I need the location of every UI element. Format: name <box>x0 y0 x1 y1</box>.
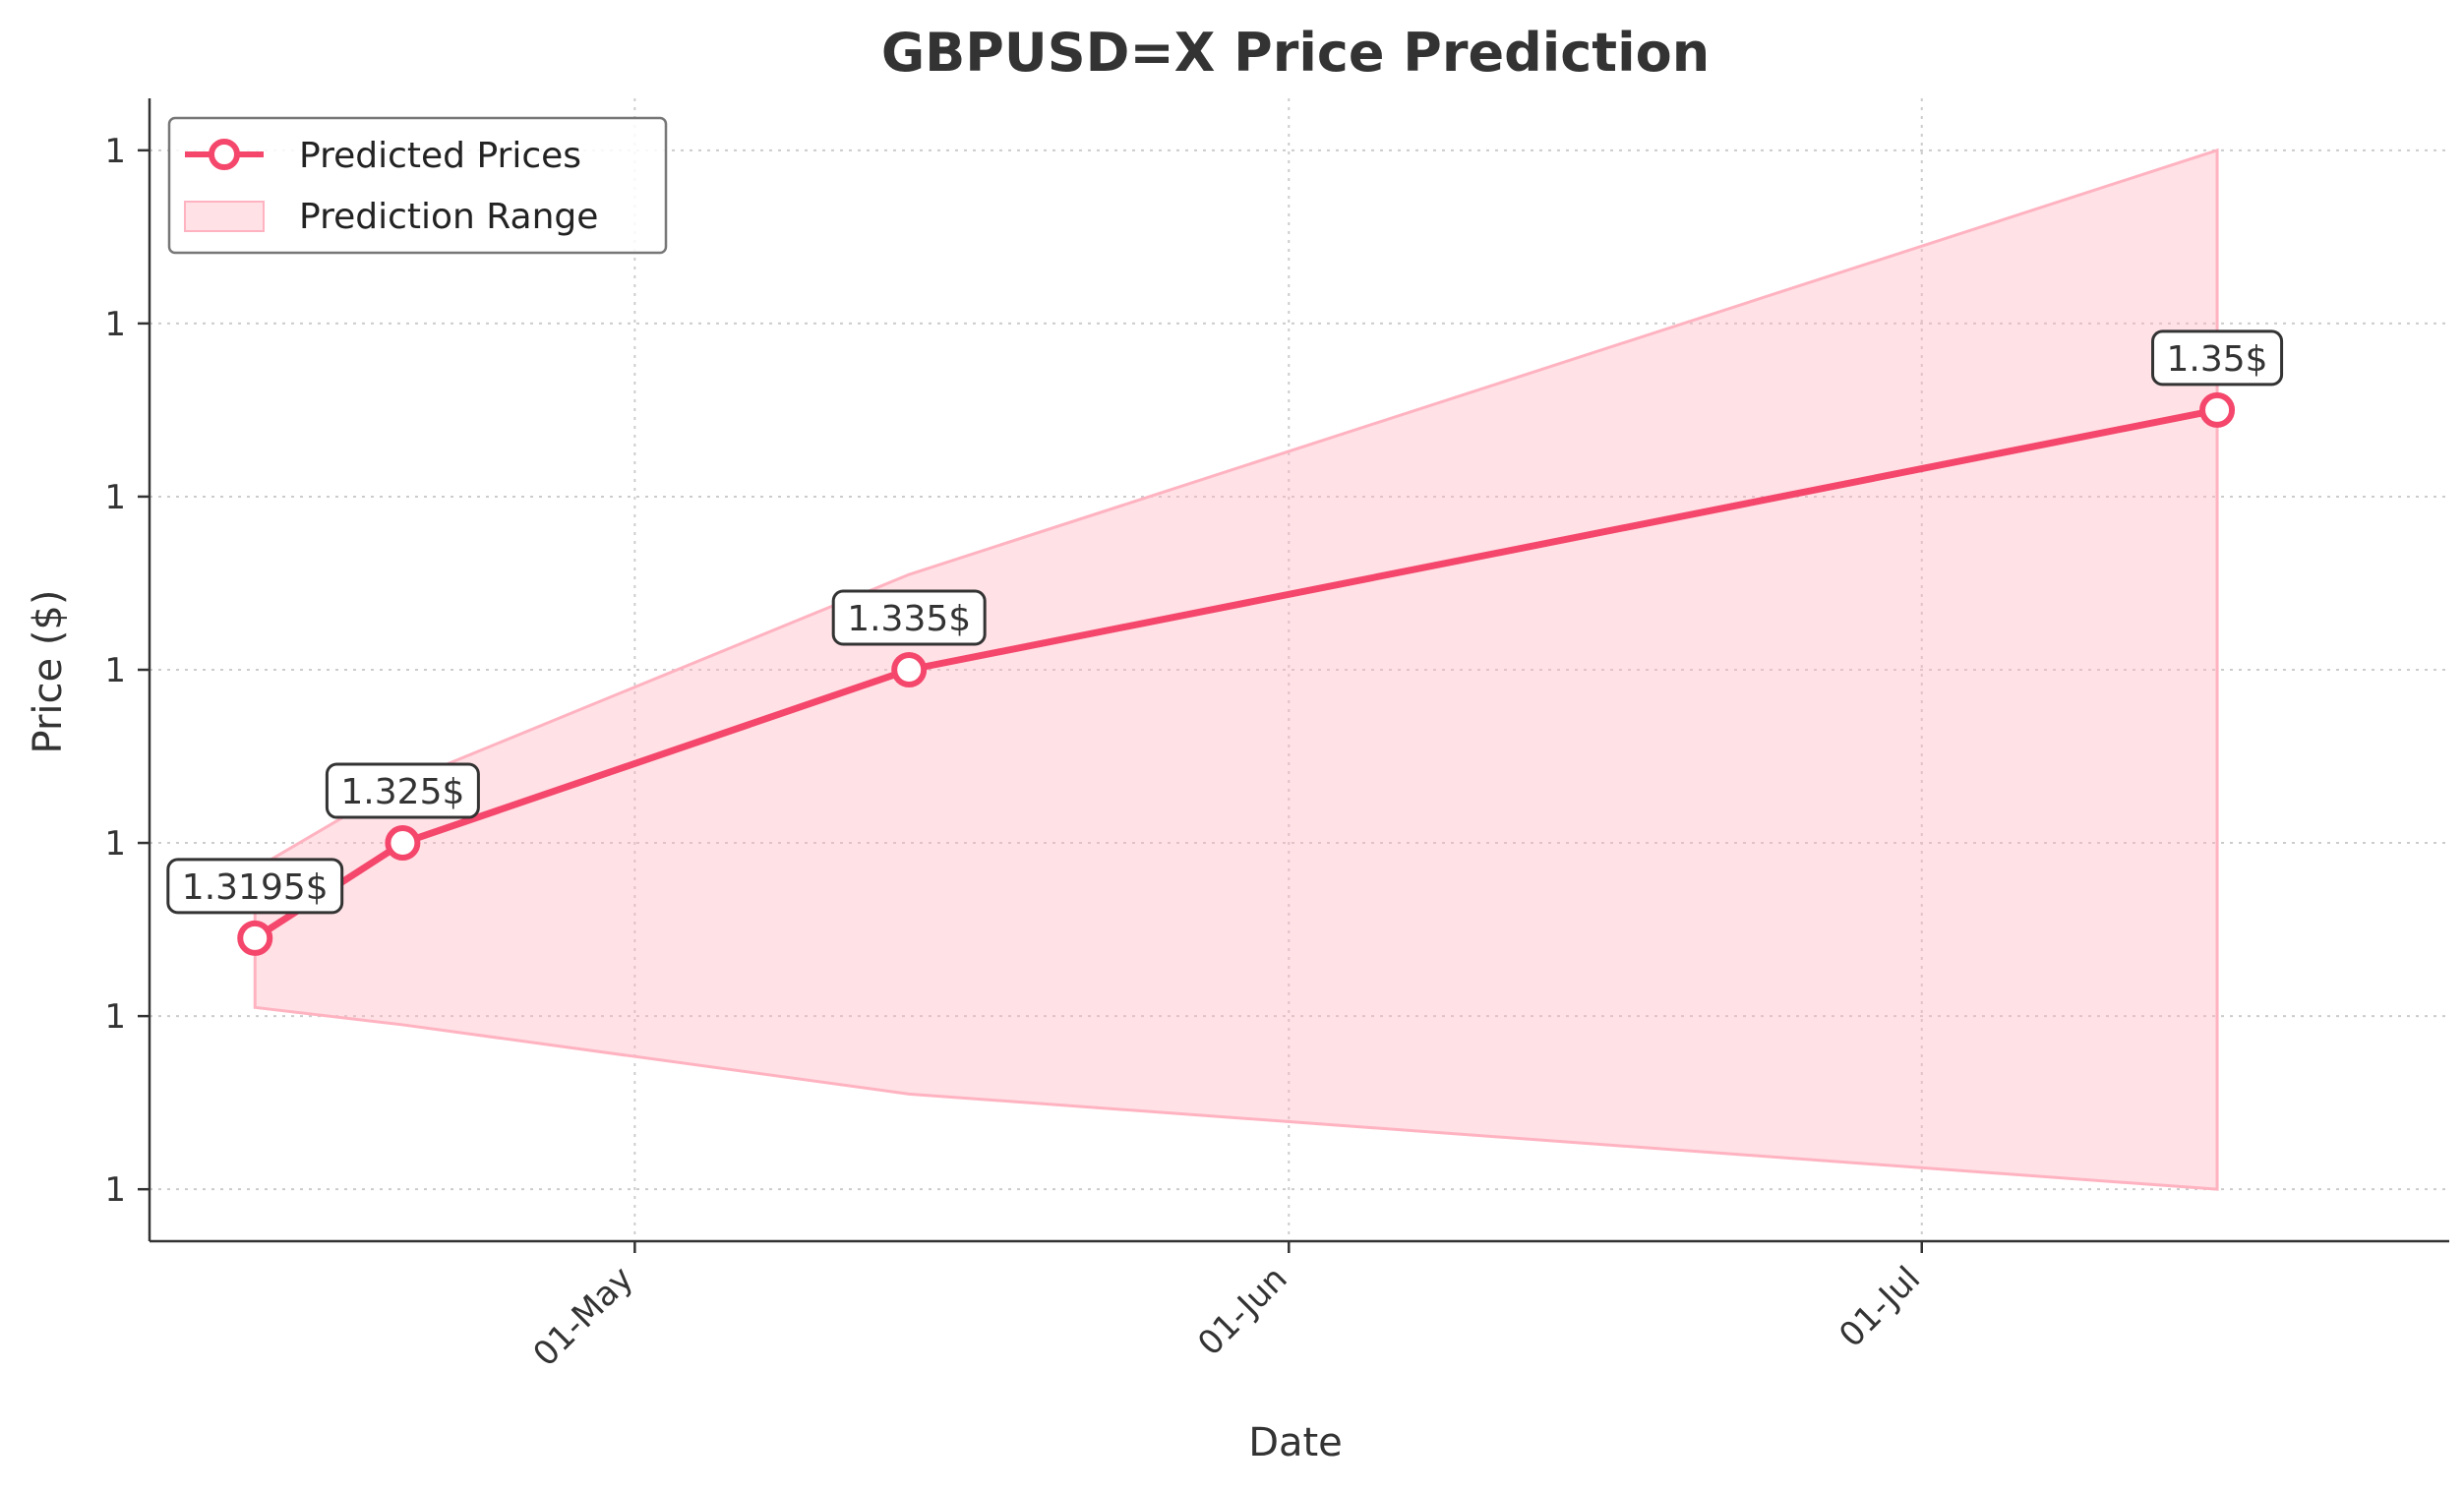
price-annotation-box <box>325 762 480 819</box>
y-tick-label: 1 <box>104 305 126 344</box>
predicted-price-point <box>2199 391 2236 428</box>
y-tick-label: 1 <box>104 824 126 864</box>
price-annotation-label: 1.3195$ <box>182 867 329 908</box>
price-annotation: 1.3195$ <box>166 858 344 915</box>
y-tick-label: 1 <box>104 132 126 171</box>
legend: Predicted Prices Prediction Range <box>167 116 668 255</box>
price-annotation-label: 1.335$ <box>847 599 971 639</box>
x-tick-label: 01-May <box>525 1259 640 1374</box>
y-tick-label: 1 <box>104 478 126 517</box>
legend-range-swatch <box>184 201 265 232</box>
prediction-range-band <box>253 148 2219 1191</box>
price-annotation: 1.325$ <box>325 762 480 819</box>
legend-label-predicted-prices: Predicted Prices <box>299 136 581 176</box>
y-tick-label: 1 <box>104 651 126 690</box>
legend-label-prediction-range: Prediction Range <box>299 197 598 237</box>
x-axis-label: Date <box>1248 1420 1343 1465</box>
prediction-range-area <box>253 148 2219 1191</box>
y-tick-label: 1 <box>104 997 126 1037</box>
price-annotation-box <box>166 858 344 915</box>
price-annotation-label: 1.325$ <box>340 772 464 812</box>
predicted-price-point <box>237 920 273 956</box>
y-tick-label: 1 <box>104 1170 126 1210</box>
predicted-price-point <box>385 825 421 862</box>
price-annotation: 1.35$ <box>2151 329 2284 387</box>
predicted-price-point <box>891 652 928 687</box>
legend-marker-icon <box>209 139 240 170</box>
price-annotation: 1.335$ <box>831 589 987 646</box>
chart-title: GBPUSD=X Price Prediction <box>881 22 1710 84</box>
legend-box <box>167 116 668 255</box>
y-axis-label: Price ($) <box>26 590 71 754</box>
price-annotation-box <box>831 589 987 646</box>
price-annotation-label: 1.35$ <box>2167 339 2268 380</box>
data-labels: 1.3195$ 1.325$ 1.335$ 1.35$ <box>166 329 2284 915</box>
price-annotation-box <box>2151 329 2284 387</box>
x-tick-label: 01-Jul <box>1832 1259 1928 1355</box>
x-tick-label: 01-Jun <box>1190 1259 1294 1363</box>
